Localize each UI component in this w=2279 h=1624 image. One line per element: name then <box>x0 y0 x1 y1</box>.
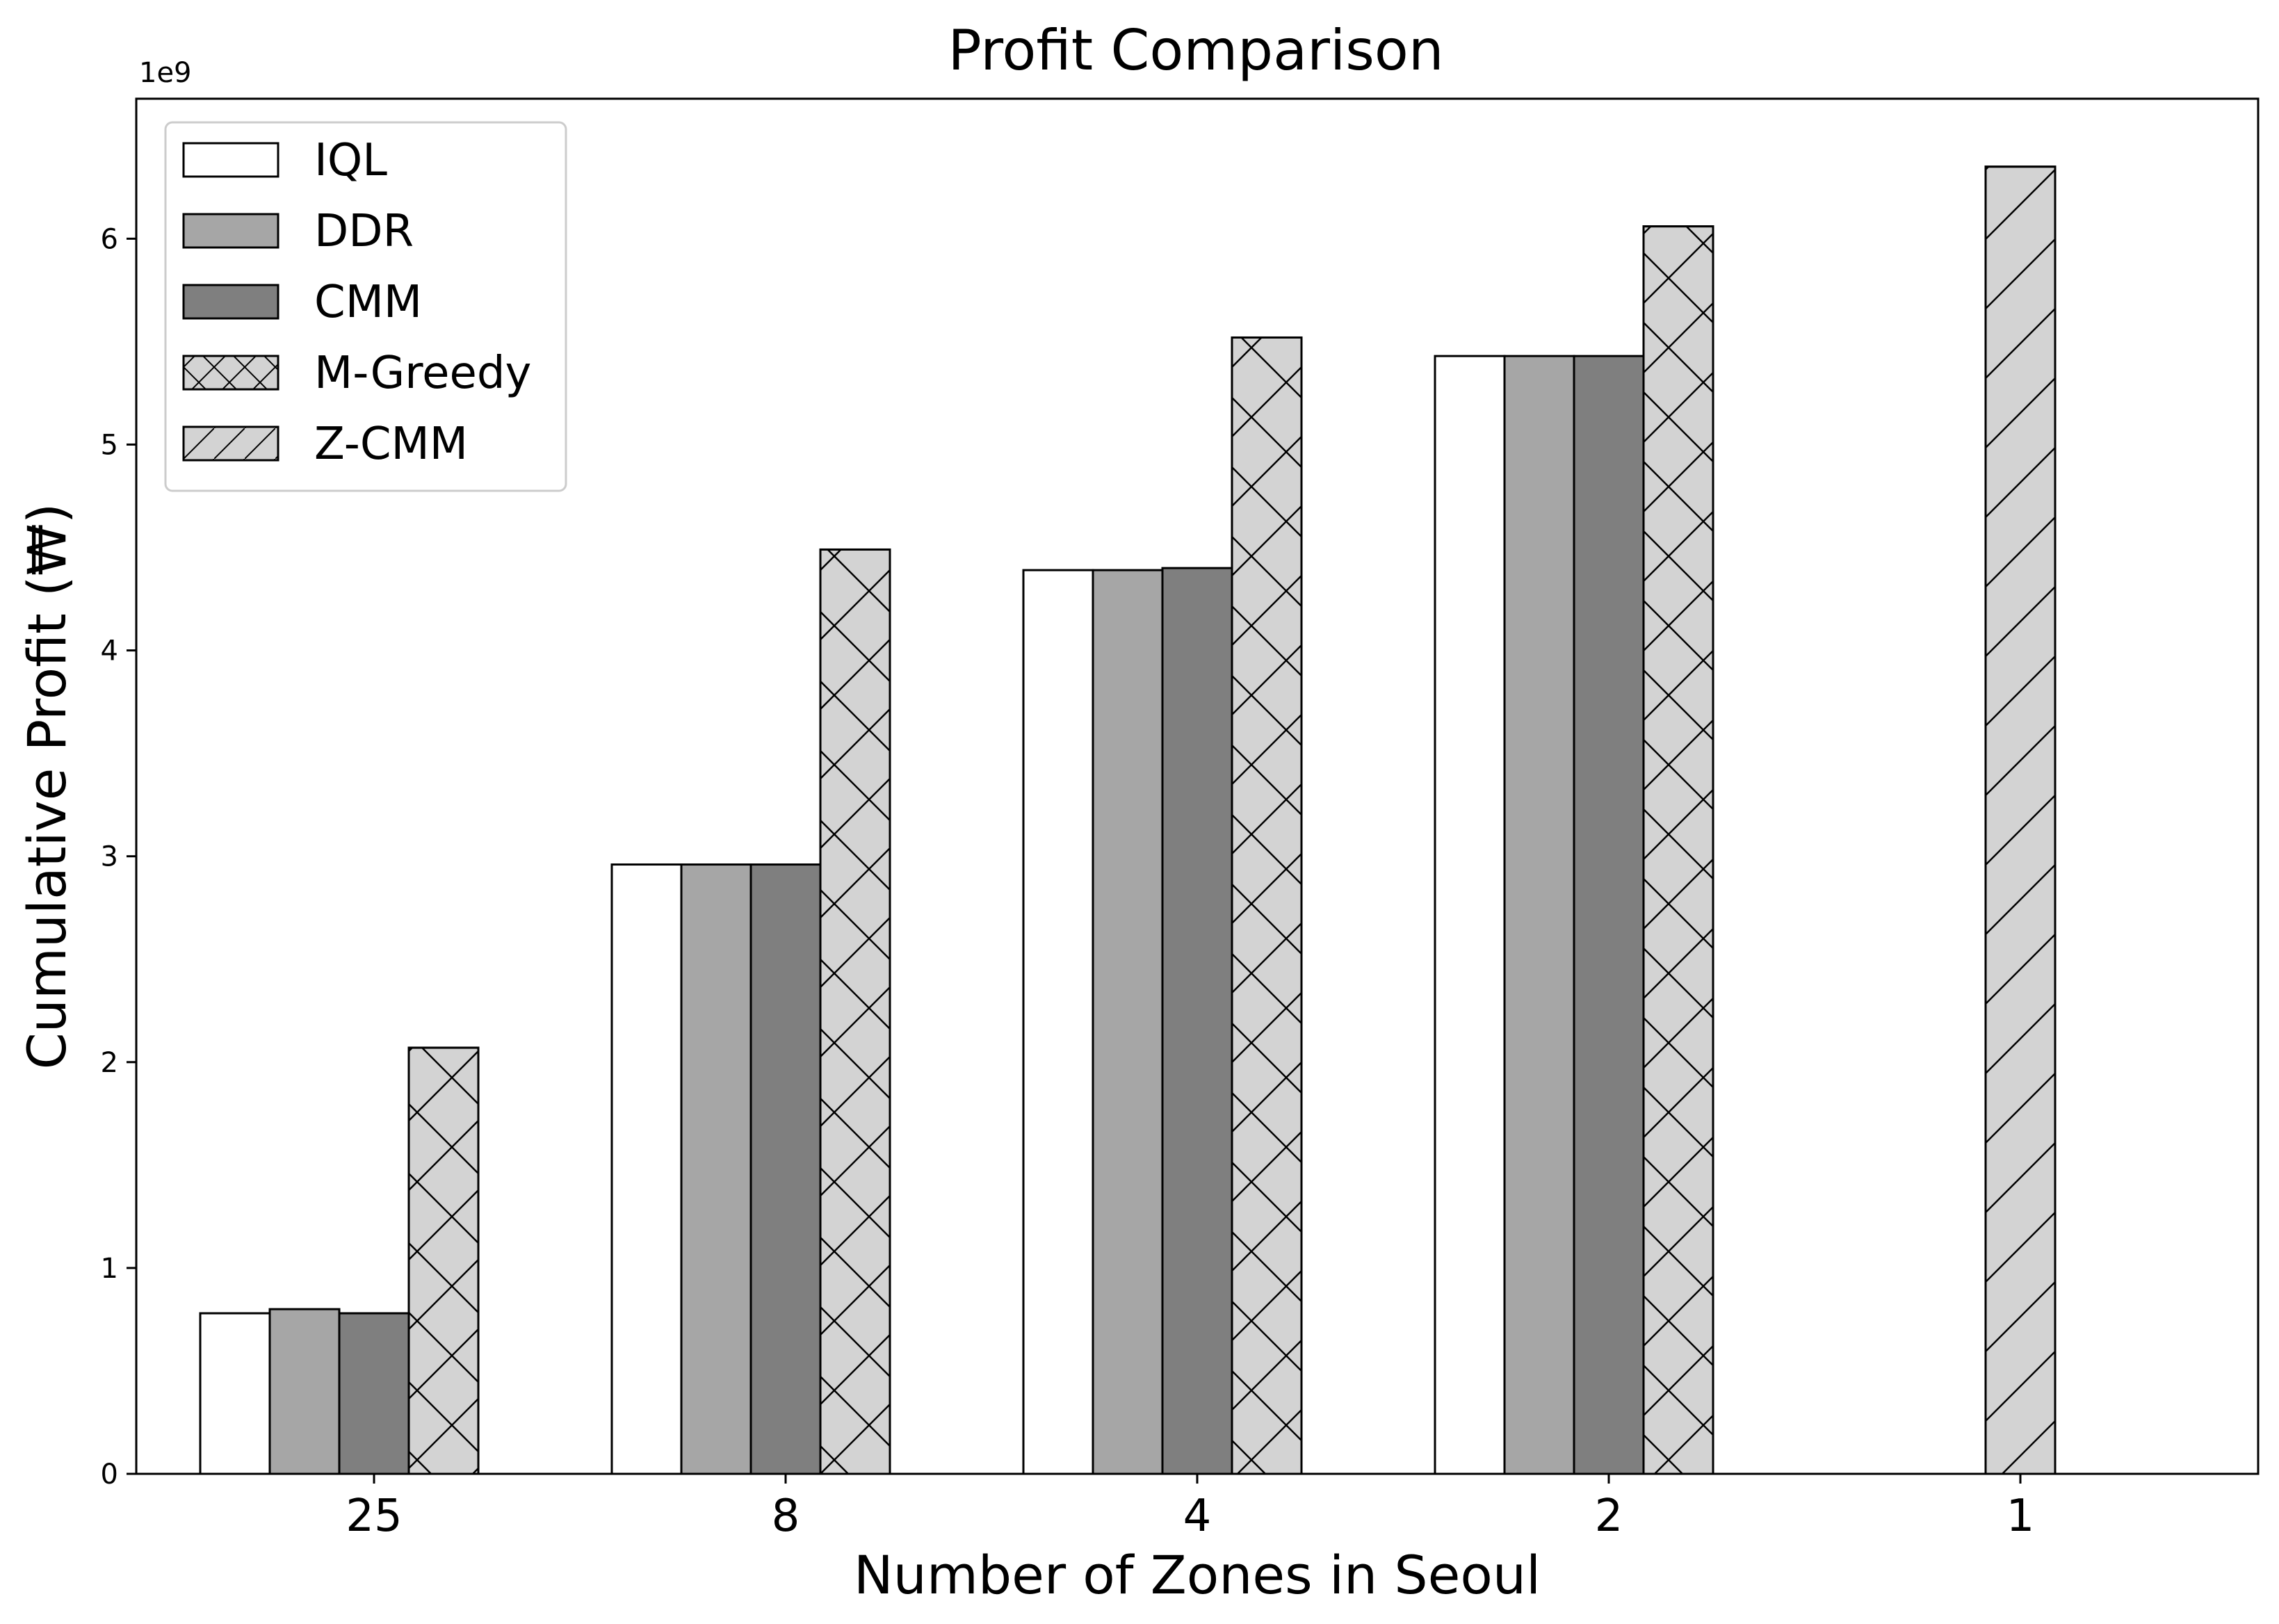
chart-title: Profit Comparison <box>948 18 1443 83</box>
bar-hatch-m-greedy-8 <box>819 548 891 1475</box>
bar-ddr-25 <box>268 1308 341 1475</box>
y-tick-label: 0 <box>101 1459 118 1491</box>
x-tick-label: 8 <box>772 1491 800 1542</box>
y-axis-label: Cumulative Profit (₩) <box>16 503 78 1070</box>
y-tick-label: 6 <box>101 223 118 255</box>
legend-swatch <box>182 213 279 249</box>
legend-item-ddr: DDR <box>182 206 414 257</box>
bar-iql-8 <box>610 863 683 1475</box>
y-axis-scale-label: 1e9 <box>139 57 192 89</box>
bar-series-z-cmm <box>1984 165 2057 1475</box>
bar-series-m-greedy <box>407 225 1714 1475</box>
legend-label: IQL <box>314 135 387 186</box>
legend-item-m-greedy: M-Greedy <box>182 348 531 399</box>
legend-swatch <box>182 284 279 320</box>
bar-iql-4 <box>1022 569 1094 1475</box>
x-axis-ticks: 25 8 4 2 1 <box>346 1474 2034 1542</box>
y-axis-ticks: 0 1 2 3 4 5 6 <box>101 223 136 1491</box>
legend-item-z-cmm: Z-CMM <box>182 419 468 470</box>
bar-cmm-25 <box>338 1312 410 1475</box>
x-tick-label: 4 <box>1183 1491 1212 1542</box>
bar-hatch-m-greedy-25 <box>407 1046 480 1475</box>
bar-hatch-m-greedy-2 <box>1642 225 1714 1475</box>
legend-swatch-hatch <box>182 425 279 462</box>
legend-label: Z-CMM <box>314 419 468 470</box>
legend-item-cmm: CMM <box>182 277 422 328</box>
bar-hatch-z-cmm-1 <box>1984 165 2057 1475</box>
x-axis-label: Number of Zones in Seoul <box>854 1544 1541 1606</box>
x-tick-label: 2 <box>1595 1491 1623 1542</box>
y-tick-label: 1 <box>101 1253 118 1285</box>
y-tick-label: 3 <box>101 841 118 873</box>
bar-iql-2 <box>1434 355 1506 1475</box>
bar-cmm-2 <box>1573 355 1645 1475</box>
bar-series-group <box>199 165 2057 1475</box>
legend-label: DDR <box>314 206 414 257</box>
bar-ddr-4 <box>1092 569 1164 1475</box>
x-tick-label: 25 <box>346 1491 402 1542</box>
bar-hatch-m-greedy-4 <box>1231 336 1303 1475</box>
bar-cmm-4 <box>1161 567 1233 1475</box>
legend-swatch <box>182 142 279 178</box>
legend-item-iql: IQL <box>182 135 387 186</box>
bar-iql-25 <box>199 1312 271 1475</box>
bar-ddr-2 <box>1503 355 1575 1475</box>
bar-cmm-8 <box>749 863 822 1475</box>
legend-label: M-Greedy <box>314 348 531 399</box>
y-tick-label: 4 <box>101 635 118 667</box>
legend-label: CMM <box>314 277 422 328</box>
y-tick-label: 2 <box>101 1047 118 1079</box>
bar-series-cmm <box>338 355 1645 1475</box>
bar-ddr-8 <box>680 863 752 1475</box>
y-tick-label: 5 <box>101 429 118 461</box>
plot-area-frame <box>135 97 2260 1475</box>
legend-swatch-hatch <box>182 355 279 391</box>
x-tick-label: 1 <box>2006 1491 2035 1542</box>
bar-series-iql <box>199 355 1506 1475</box>
legend: IQL DDR CMM M-Greedy Z-CMM <box>164 121 567 492</box>
